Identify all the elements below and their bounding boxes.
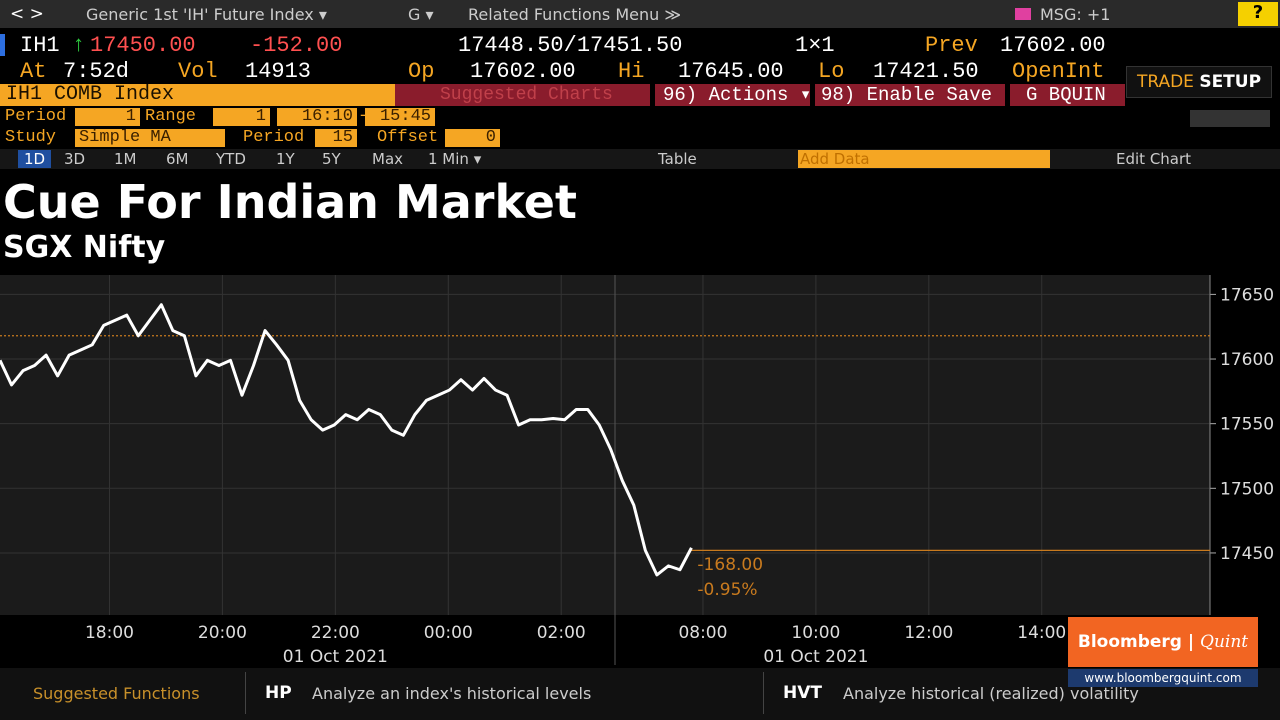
y-tick-label: 17600 — [1220, 350, 1274, 370]
range-button[interactable]: 5Y — [322, 150, 341, 168]
lo: 17421.50 — [873, 59, 979, 84]
logo-bloomberg: Bloomberg — [1077, 632, 1182, 652]
footer — [0, 668, 1280, 720]
trade-setup[interactable]: TRADE SETUP — [1126, 66, 1272, 98]
logo: Bloomberg | Quint — [1068, 617, 1258, 667]
range-button[interactable]: Max — [372, 150, 404, 168]
range-button[interactable]: 6M — [166, 150, 189, 168]
undo-redo[interactable] — [1190, 110, 1270, 127]
date-label: 01 Oct 2021 — [283, 647, 388, 667]
hi-label: Hi — [618, 59, 645, 84]
enable-save[interactable]: 98) Enable Save — [815, 84, 1005, 106]
range-field[interactable]: 1 — [213, 108, 270, 126]
start-field[interactable]: 16:10 — [277, 108, 357, 126]
net-change: -152.00 — [250, 33, 343, 58]
x-tick-label: 08:00 — [678, 623, 727, 643]
time: 7:52d — [63, 59, 130, 84]
speriod-field[interactable]: 15 — [315, 129, 357, 147]
x-tick-label: 02:00 — [537, 623, 586, 643]
bid-ask: 17448.50/17451.50 — [458, 33, 683, 58]
hvt-text[interactable]: Analyze historical (realized) volatility — [843, 684, 1139, 703]
lo-label: Lo — [818, 59, 845, 84]
hi: 17645.00 — [678, 59, 784, 84]
help-button[interactable]: ? — [1238, 2, 1278, 26]
date-label: 01 Oct 2021 — [763, 647, 868, 667]
plot-area — [0, 275, 1210, 615]
y-tick-label: 17450 — [1220, 544, 1274, 564]
x-tick-label: 00:00 — [424, 623, 473, 643]
trade: TRADE — [1136, 72, 1194, 92]
x-tick-label: 20:00 — [198, 623, 247, 643]
range-button[interactable]: 1M — [114, 150, 137, 168]
study-field[interactable]: Simple MA — [75, 129, 225, 147]
oi-label: OpenInt — [1012, 59, 1105, 84]
user[interactable]: G BQUIN — [1010, 84, 1125, 106]
security-bar: IH1 COMB Index — [0, 84, 395, 106]
nav-buttons[interactable]: < > — [10, 4, 44, 24]
change-annotation: -168.00 — [697, 555, 763, 575]
top-toolbar — [0, 0, 1280, 28]
size: 1×1 — [795, 33, 835, 58]
msg-icon — [1015, 8, 1031, 20]
table-button[interactable]: Table — [658, 150, 697, 168]
hp-text[interactable]: Analyze an index's historical levels — [312, 684, 592, 703]
prev: 17602.00 — [1000, 33, 1106, 58]
range-button[interactable]: 1D — [18, 150, 52, 168]
title: Cue For Indian Market — [3, 175, 577, 229]
range-button[interactable]: 1 Min ▾ — [428, 150, 482, 168]
logo-quint: Quint — [1200, 632, 1249, 652]
price-line — [0, 303, 693, 577]
speriod-label: Period — [243, 128, 305, 147]
divider — [245, 672, 246, 714]
up-arrow: ↑ — [72, 33, 86, 58]
change-annotation: -0.95% — [697, 580, 757, 600]
op-label: Op — [408, 59, 435, 84]
range-label: Range — [145, 107, 197, 126]
x-tick-label: 18:00 — [85, 623, 134, 643]
row-marker — [0, 34, 5, 56]
x-tick-label: 12:00 — [904, 623, 953, 643]
logo-url: www.bloombergquint.com — [1068, 669, 1258, 687]
chart: 17450 17500 17550 17600 17650 18:00 20:00 22:00… — [0, 275, 1274, 667]
suggested-charts[interactable]: Suggested Charts — [395, 84, 650, 106]
period-field[interactable]: 1 — [75, 108, 140, 126]
edit-chart[interactable]: Edit Chart — [1116, 150, 1192, 168]
y-tick-label: 17650 — [1220, 285, 1274, 305]
offset-field[interactable]: 0 — [445, 129, 500, 147]
divider — [763, 672, 764, 714]
prev-label: Prev — [925, 33, 978, 58]
range-button[interactable]: 3D — [64, 150, 86, 168]
ticker: IH1 — [20, 33, 60, 58]
g-menu[interactable]: G ▾ — [408, 5, 434, 24]
suggested-functions: Suggested Functions — [33, 684, 200, 703]
offset-label: Offset — [377, 128, 439, 147]
hp-code[interactable]: HP — [265, 683, 292, 703]
security-menu[interactable]: Generic 1st 'IH' Future Index ▾ — [86, 5, 327, 24]
x-tick-label: 22:00 — [311, 623, 360, 643]
add-data[interactable]: Add Data — [798, 150, 1050, 168]
actions[interactable]: 96) Actions ▾ — [655, 84, 811, 106]
vol-label: Vol — [178, 59, 218, 84]
range-button[interactable]: 1Y — [276, 150, 295, 168]
study-label: Study — [5, 128, 57, 147]
last-price: 17450.00 — [90, 33, 196, 58]
range-button[interactable]: YTD — [216, 150, 246, 168]
vol: 14913 — [245, 59, 312, 84]
hvt-code[interactable]: HVT — [783, 683, 822, 703]
period-label: Period — [5, 107, 67, 126]
op: 17602.00 — [470, 59, 576, 84]
at-label: At — [20, 59, 47, 84]
subtitle: SGX Nifty — [3, 230, 166, 265]
y-tick-label: 17500 — [1220, 479, 1274, 499]
range-bar — [0, 149, 1280, 169]
msg[interactable]: MSG: +1 — [1040, 5, 1111, 24]
range-dash: - — [358, 107, 369, 126]
related-menu[interactable]: Related Functions Menu ≫ — [468, 5, 682, 24]
y-tick-label: 17550 — [1220, 415, 1274, 435]
x-tick-label: 14:00 — [1017, 623, 1066, 643]
x-tick-label: 10:00 — [791, 623, 840, 643]
setup: SETUP — [1199, 72, 1262, 92]
end-field[interactable]: 15:45 — [365, 108, 435, 126]
